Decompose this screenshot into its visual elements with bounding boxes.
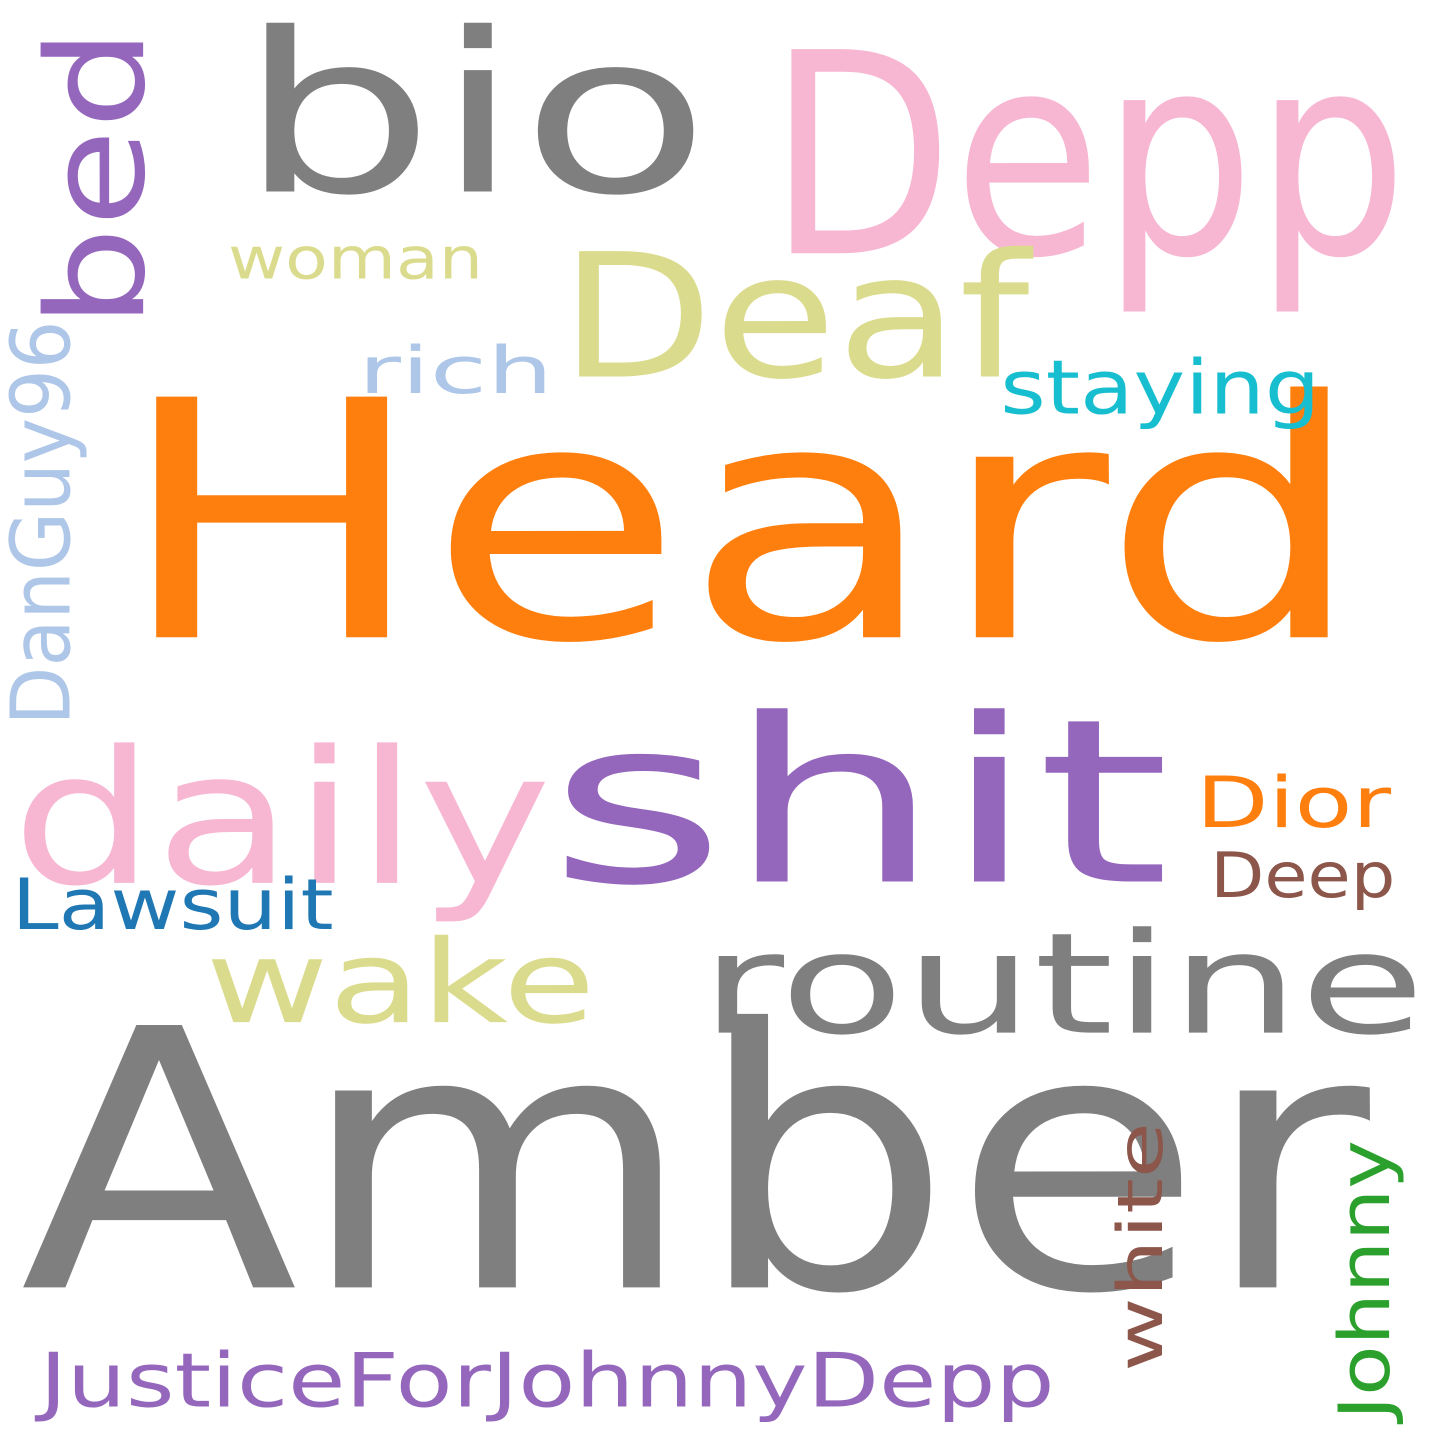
word-depp: Depp	[767, 0, 1408, 321]
word-danguy96: DanGuy96	[0, 320, 89, 725]
word-white: white	[1104, 1122, 1177, 1372]
word-justicefor-johnnydepp: JusticeForJohnnyDepp	[40, 1336, 1055, 1424]
word-rich: rich	[357, 332, 553, 409]
word-amber: Amber	[19, 952, 1370, 1374]
word-deaf: Deaf	[559, 216, 1030, 418]
word-dior: Dior	[1196, 761, 1391, 844]
word-johnny: Johnny	[1323, 1140, 1406, 1420]
word-woman: woman	[227, 224, 483, 293]
word-heard: Heard	[115, 330, 1365, 717]
word-lawsuit: Lawsuit	[12, 863, 334, 946]
word-deep: Deep	[1210, 839, 1395, 912]
word-routine: routine	[700, 902, 1425, 1067]
word-shit: shit	[547, 669, 1170, 937]
word-bio: bio	[237, 0, 710, 245]
word-bed: bed	[17, 28, 176, 329]
word-daily: daily	[11, 710, 552, 927]
word-wake: wake	[205, 914, 595, 1050]
word-staying: staying	[1000, 343, 1320, 431]
